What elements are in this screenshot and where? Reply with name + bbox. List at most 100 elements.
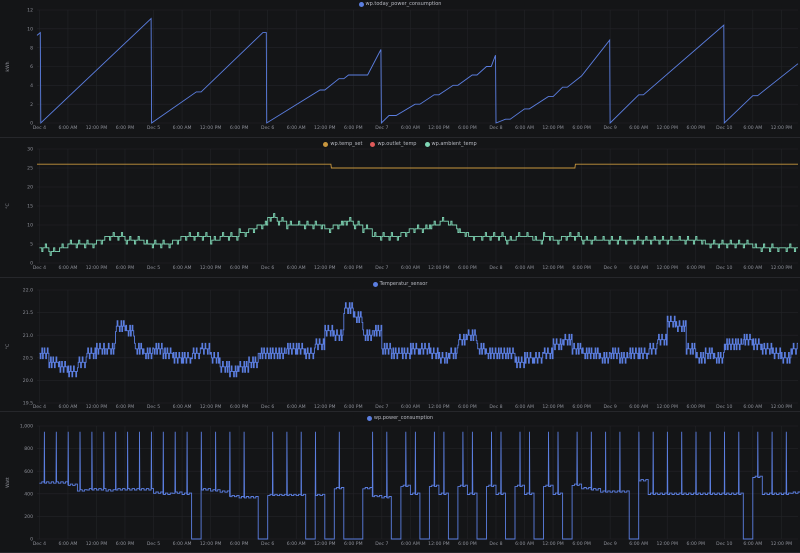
x-tick-label: Dec 9 [603,125,616,131]
x-tick-label: 6:00 AM [287,125,306,131]
x-tick-label: Dec 10 [716,541,732,547]
x-tick-label: 6:00 AM [401,125,420,131]
x-tick-label: Dec 6 [261,404,274,410]
x-tick-label: 6:00 AM [401,265,420,271]
x-tick-label: Dec 6 [261,125,274,131]
series-color-dot-icon [372,281,378,287]
y-tick-label: 1,000 [20,424,33,430]
legend-item[interactable]: wp.today_power_consumption [358,1,441,7]
series-color-dot-icon [358,1,364,7]
y-tick-label: 0 [30,261,33,267]
x-tick-label: Dec 8 [489,125,502,131]
series-color-dot-icon [366,415,372,421]
y-tick-label: 21.0 [23,333,33,339]
series-line [39,431,800,540]
legend-label: wp.temp_set [330,141,363,147]
x-tick-label: Dec 4 [33,265,46,271]
x-tick-label: 6:00 PM [458,541,477,547]
y-axis-label: Watt [5,477,11,488]
x-tick-label: Dec 6 [261,541,274,547]
y-tick-label: 15 [27,204,33,210]
series-line [39,302,798,378]
legend-item[interactable]: wp.outlet_temp [370,141,417,147]
x-tick-label: 12:00 PM [771,404,792,410]
x-tick-label: Dec 8 [489,541,502,547]
panel-temperatur-sensor: Temperatur_sensor 19.5 20.0 20.5 21.0 21.5 22.… [0,278,800,412]
x-tick-label: 6:00 AM [287,541,306,547]
x-tick-label: Dec 9 [603,404,616,410]
x-tick-label: 6:00 PM [230,541,249,547]
x-tick-label: Dec 6 [261,265,274,271]
x-tick-label: 6:00 AM [743,541,762,547]
legend-item[interactable]: wp.ambient_temp [424,141,477,147]
x-tick-label: 12:00 PM [314,404,335,410]
y-tick-label: 0 [30,537,33,543]
x-tick-label: 6:00 AM [515,541,534,547]
panel-power-consumption: wp.power_consumption 0 200 400 600 800 1,000 De… [0,412,800,553]
x-tick-label: 12:00 PM [771,265,792,271]
x-tick-label: 6:00 PM [572,404,591,410]
y-axis-label: kWh [5,61,11,71]
x-tick-label: 6:00 PM [686,125,705,131]
x-tick-label: 12:00 PM [86,265,107,271]
x-tick-label: 6:00 PM [344,265,363,271]
chart-svg: 19.5 20.0 20.5 21.0 21.5 22.0 Dec 4 6:00 AM 12:0… [5,288,798,410]
x-tick-label: Dec 4 [33,125,46,131]
x-tick-label: 12:00 PM [86,541,107,547]
x-tick-label: Dec 9 [603,265,616,271]
x-tick-label: 6:00 AM [173,541,192,547]
x-tick-label: 12:00 PM [656,265,677,271]
y-tick-label: 21.5 [23,310,33,316]
x-tick-label: 6:00 AM [58,125,77,131]
x-tick-label: 12:00 PM [656,541,677,547]
x-tick-label: 6:00 AM [515,265,534,271]
x-tick-label: 6:00 PM [458,404,477,410]
x-tick-label: Dec 10 [716,125,732,131]
x-tick-label: 12:00 PM [314,265,335,271]
x-tick-label: Dec 7 [375,265,388,271]
x-tick-label: Dec 8 [489,404,502,410]
x-tick-label: 12:00 PM [86,404,107,410]
y-tick-label: 8 [30,45,33,51]
x-tick-label: 6:00 PM [458,265,477,271]
x-tick-label: Dec 4 [33,541,46,547]
x-tick-label: 6:00 PM [686,541,705,547]
legend: wp.today_power_consumption [0,1,800,7]
y-tick-label: 10 [27,26,33,32]
x-tick-label: 6:00 PM [686,265,705,271]
x-tick-label: 6:00 AM [629,541,648,547]
x-tick-label: 6:00 AM [401,404,420,410]
y-tick-label: 2 [30,102,33,108]
x-tick-label: Dec 9 [603,541,616,547]
x-tick-label: 6:00 AM [173,125,192,131]
legend-label: wp.ambient_temp [431,141,477,147]
y-tick-label: 22.0 [23,288,33,294]
legend-item[interactable]: wp.power_consumption [366,415,434,421]
x-tick-label: 12:00 PM [86,125,107,131]
legend: wp.temp_set wp.outlet_temp wp.ambient_temp [0,141,800,147]
y-tick-label: 6 [30,64,33,70]
x-tick-label: 12:00 PM [542,125,563,131]
legend-item[interactable]: wp.temp_set [323,141,362,147]
y-tick-label: 0 [30,121,33,127]
legend-item[interactable]: Temperatur_sensor [372,281,427,287]
x-tick-label: 6:00 AM [515,125,534,131]
x-tick-label: Dec 7 [375,404,388,410]
panel-temperatures: wp.temp_set wp.outlet_temp wp.ambient_temp… [0,138,800,278]
x-tick-label: 6:00 AM [629,265,648,271]
x-tick-label: 12:00 PM [314,125,335,131]
legend-label: wp.outlet_temp [377,141,417,147]
x-tick-label: 6:00 PM [116,404,135,410]
x-tick-label: Dec 4 [33,404,46,410]
legend-label: wp.power_consumption [373,415,434,421]
x-tick-label: Dec 5 [147,404,160,410]
x-tick-label: 12:00 PM [200,265,221,271]
x-tick-label: 6:00 PM [230,404,249,410]
x-tick-label: 6:00 PM [686,404,705,410]
x-tick-label: 6:00 AM [287,265,306,271]
series-color-dot-icon [424,141,430,147]
series-line [39,213,798,256]
y-axis-label: °C [5,203,11,209]
y-axis-label: °C [5,344,11,350]
x-tick-label: 6:00 AM [173,265,192,271]
